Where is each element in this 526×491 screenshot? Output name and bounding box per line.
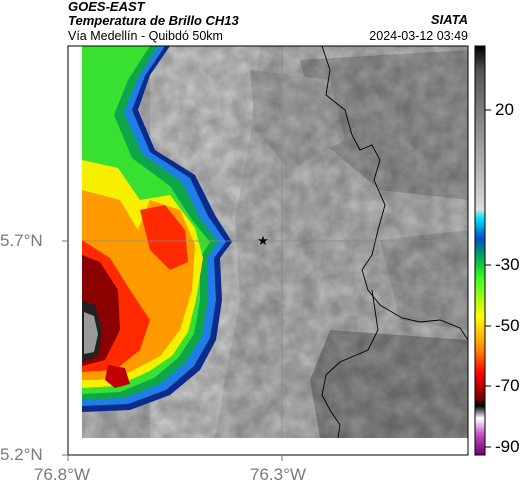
colorbar [474, 45, 486, 456]
lon-tick-label: 76.3°W [250, 465, 306, 484]
lat-tick-label: 5.2°N [0, 445, 43, 464]
product-title: Temperatura de Brillo CH13 [68, 13, 239, 28]
route-label: Vía Medellín - Quibdó 50km [68, 29, 223, 43]
colorbar-tick-label: -50 [495, 316, 520, 335]
colorbar-tick-label: -30 [495, 255, 520, 274]
colorbar-tick-label: 20 [495, 100, 514, 119]
colorbar-tick-label: -70 [495, 376, 520, 395]
organization-label: SIATA [430, 12, 468, 27]
satellite-imagery: ★ [82, 46, 468, 438]
lat-tick-label: 5.7°N [0, 231, 43, 250]
map-frame [67, 45, 469, 456]
star-marker: ★ [257, 234, 269, 249]
department-boundary [321, 289, 379, 438]
department-boundary [321, 46, 468, 341]
timestamp-label: 2024-03-12 03:49 [369, 29, 468, 43]
satellite-title: GOES-EAST [68, 0, 145, 14]
lon-tick-label: 76.8°W [34, 465, 90, 484]
colorbar-tick-label: -90 [495, 437, 520, 456]
